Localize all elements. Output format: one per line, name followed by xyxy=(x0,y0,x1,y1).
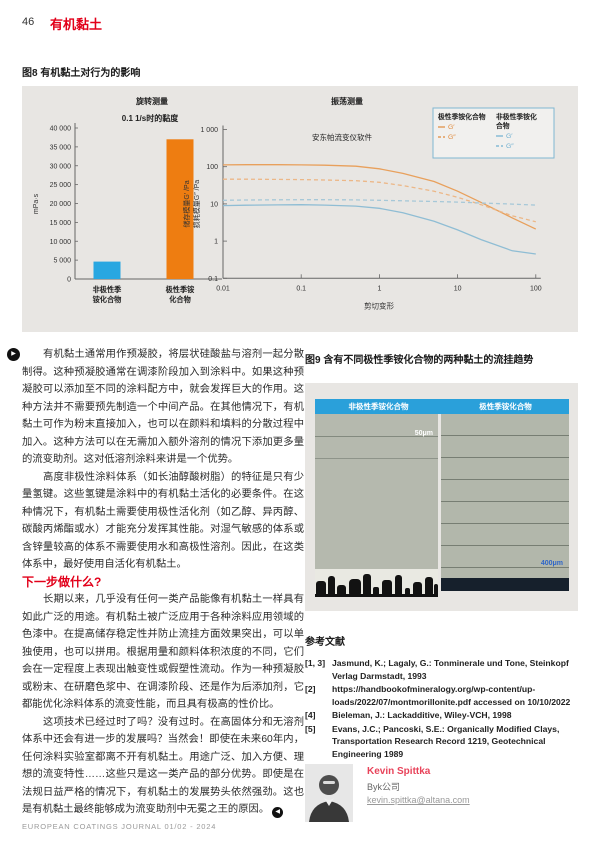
svg-text:G′: G′ xyxy=(448,124,455,131)
figure8-caption: 图8 有机黏土对行为的影响 xyxy=(22,68,141,79)
svg-text:40 000: 40 000 xyxy=(50,126,72,133)
svg-text:0.1: 0.1 xyxy=(296,285,306,292)
svg-text:储存模量G′ /Pa: 储存模量G′ /Pa xyxy=(182,180,191,227)
modulus-line-chart: 安东帕流变仪软件 1 000 100 10 1 0.1 0.01 0.1 1 10 100 储存模量G… xyxy=(182,107,555,310)
nonpolar-photo-label: 非极性季铵化合物 xyxy=(348,402,409,411)
svg-text:0.1: 0.1 xyxy=(208,276,218,283)
references-title: 参考文献 xyxy=(305,637,345,648)
svg-text:G′: G′ xyxy=(506,133,513,140)
photo-header-bar: 非极性季铵化合物 极性季铵化合物 xyxy=(315,399,569,414)
article-continue-icon: ▶ xyxy=(7,348,20,361)
svg-text:化合物: 化合物 xyxy=(169,295,191,304)
svg-text:0.1 1/s时的黏度: 0.1 1/s时的黏度 xyxy=(122,113,179,123)
paragraph: 这项技术已经过时了吗？没有过时。在高固体分和无溶剂体系中还会有进一步的发展吗？当… xyxy=(22,714,304,819)
polar-photo-label: 极性季铵化合物 xyxy=(479,402,532,411)
svg-text:极性季铵化合物: 极性季铵化合物 xyxy=(438,112,486,121)
svg-text:1 000: 1 000 xyxy=(200,127,218,134)
scale-label-50um: 50μm xyxy=(414,430,433,437)
author-photo xyxy=(305,764,353,822)
reference-item: [4] Bieleman, J.: Lackadditive, Wiley-VC… xyxy=(305,710,512,720)
svg-text:铵化合物: 铵化合物 xyxy=(92,295,122,304)
svg-text:损耗模量G″ /Pa: 损耗模量G″ /Pa xyxy=(192,180,201,228)
paragraph: 长期以来，几乎没有任何一类产品能像有机黏土一样具有如此广泛的用途。有机黏土被广泛… xyxy=(22,594,304,710)
nonpolar-sag-photo: 50μm xyxy=(315,414,438,597)
svg-text:G″: G″ xyxy=(448,134,456,141)
svg-text:0: 0 xyxy=(67,277,71,284)
reference-item: [2] https://handbookofmineralogy.org/wp-… xyxy=(305,684,571,707)
svg-text:5 000: 5 000 xyxy=(53,258,71,265)
svg-text:10: 10 xyxy=(454,285,462,292)
svg-text:0.01: 0.01 xyxy=(216,285,230,292)
paragraph: 高度非极性涂料体系（如长油醇酸树脂）的特征是只有少量氢键。这些氢键是涂料中的有机… xyxy=(22,471,304,571)
subheading: 下一步做什么? xyxy=(22,574,102,589)
svg-text:1: 1 xyxy=(214,239,218,246)
svg-text:35 000: 35 000 xyxy=(50,144,72,151)
svg-text:剪切变形: 剪切变形 xyxy=(364,300,394,310)
svg-text:100: 100 xyxy=(530,285,542,292)
svg-text:10: 10 xyxy=(210,201,218,208)
article-body: 有机黏土通常用作预凝胶，将层状硅酸盐与溶剂一起分散制得。这种预凝胶通常在调漆阶段… xyxy=(22,346,304,819)
photo-dark-band xyxy=(441,578,569,591)
svg-text:100: 100 xyxy=(206,164,218,171)
article-end-icon: ◀ xyxy=(272,807,284,818)
svg-text:1: 1 xyxy=(377,285,381,292)
scale-label-400um: 400μm xyxy=(540,560,563,567)
reference-item: [5] Evans, J.C.; Pancoski, S.E.: Organic… xyxy=(305,723,560,759)
sag-test-photos: 非极性季铵化合物 极性季铵化合物 50μm xyxy=(315,399,569,597)
svg-text:G″: G″ xyxy=(506,143,514,150)
svg-text:15 000: 15 000 xyxy=(50,220,72,227)
page-number: 46 xyxy=(22,16,35,28)
svg-text:安东帕流变仪软件: 安东帕流变仪软件 xyxy=(312,132,372,142)
reference-item: [1, 3] Jasmund, K.; Lagaly, G.: Tonminer… xyxy=(305,658,569,681)
section-title: 有机黏土 xyxy=(50,17,103,32)
figure8-panel: 旋转测量 振荡测量 0.1 1/s时的黏度 0 5 000 10 000 15 000 2… xyxy=(22,86,578,332)
figure9-panel: 非极性季铵化合物 极性季铵化合物 50μm xyxy=(305,383,578,611)
paint-drips xyxy=(315,569,438,597)
svg-text:mPa·s: mPa·s xyxy=(33,193,40,214)
svg-text:非极性季: 非极性季 xyxy=(93,285,123,294)
svg-text:30 000: 30 000 xyxy=(50,163,72,170)
figure9-caption: 图9 含有不同极性季铵化合物的两种黏土的流挂趋势 xyxy=(305,355,534,366)
svg-text:25 000: 25 000 xyxy=(50,182,72,189)
polar-sag-photo: 400μm xyxy=(441,414,569,591)
svg-text:合物: 合物 xyxy=(495,121,510,130)
svg-text:10 000: 10 000 xyxy=(50,239,72,246)
svg-text:极性季铵: 极性季铵 xyxy=(166,285,196,294)
journal-footer: EUROPEAN COATINGS JOURNAL 01/02 - 2024 xyxy=(22,822,217,831)
oscillation-measurement-header: 振荡测量 xyxy=(331,97,363,106)
author-email-link[interactable]: kevin.spittka@altana.com xyxy=(367,795,470,805)
author-company: Byk公司 xyxy=(367,782,401,792)
paragraph: 有机黏土通常用作预凝胶，将层状硅酸盐与溶剂一起分散制得。这种预凝胶通常在调漆阶段… xyxy=(22,349,304,465)
references-section: 参考文献 [1, 3] Jasmund, K.; Lagaly, G.: Ton… xyxy=(305,633,578,761)
rotational-measurement-header: 旋转测量 xyxy=(136,97,168,106)
svg-text:20 000: 20 000 xyxy=(50,201,72,208)
viscosity-bar-chart: 0.1 1/s时的黏度 0 5 000 10 000 15 000 20 000 25 00… xyxy=(33,113,222,304)
author-name: Kevin Spittka xyxy=(367,766,431,777)
author-block: Kevin Spittka Byk公司 kevin.spittka@altana… xyxy=(305,764,470,822)
svg-text:非极性季铵化: 非极性季铵化 xyxy=(496,112,537,121)
